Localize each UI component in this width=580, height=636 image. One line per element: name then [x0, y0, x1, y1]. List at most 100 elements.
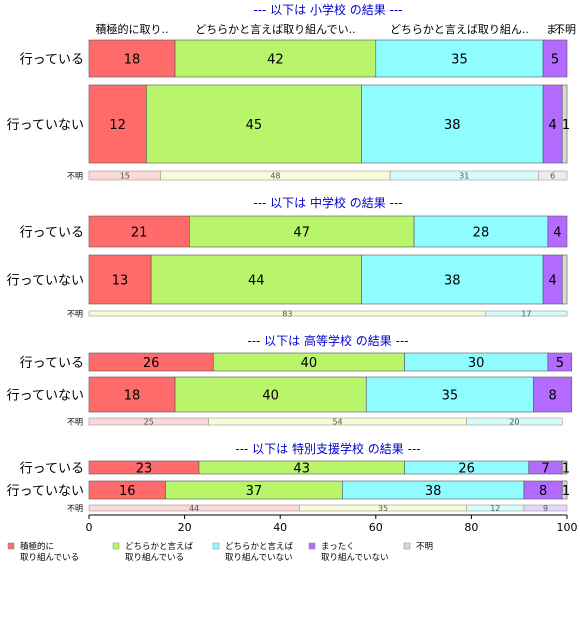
data-label: 1	[562, 462, 570, 477]
data-label: 44	[189, 504, 199, 513]
data-label: 5	[551, 53, 559, 68]
data-label: 20	[509, 418, 519, 427]
data-label: 26	[458, 462, 475, 477]
row-label: 行っていない	[7, 389, 84, 404]
data-label: 38	[425, 484, 442, 499]
data-label: 12	[490, 504, 500, 513]
bar-segment	[533, 376, 573, 413]
data-label: 26	[143, 356, 160, 371]
data-label: 18	[124, 389, 141, 404]
data-label: 12	[109, 118, 126, 133]
unknown-bar-segment	[538, 170, 568, 181]
data-label: 16	[119, 484, 136, 499]
bar-segment	[174, 376, 367, 413]
x-tick-label: 20	[178, 521, 192, 534]
group-title: --- 以下は 中学校 の結果 ---	[253, 195, 402, 210]
group-title: --- 以下は 特別支援学校 の結果 ---	[235, 441, 420, 456]
category-header: 積極的に取り..	[96, 22, 169, 36]
data-label: 17	[521, 310, 531, 319]
bar-segment	[88, 215, 190, 248]
data-label: 7	[541, 462, 549, 477]
legend-label: まったく	[321, 542, 355, 552]
bar-segment	[547, 215, 568, 248]
legend-swatch	[212, 542, 220, 550]
bar-segment	[413, 215, 549, 248]
legend-label: どちらかと言えば	[225, 541, 294, 552]
data-label: 13	[112, 274, 129, 289]
bar-segment	[88, 254, 152, 305]
row-label: 行っていない	[7, 484, 84, 499]
unknown-bar-segment	[466, 417, 563, 426]
x-tick-label: 40	[273, 521, 287, 534]
legend-label: どちらかと言えば	[125, 541, 194, 552]
legend-swatch	[112, 542, 120, 550]
data-label: 37	[246, 484, 263, 499]
data-label: 21	[131, 226, 148, 241]
data-label: 9	[543, 504, 548, 513]
data-label: 8	[549, 389, 557, 404]
category-header: どちらかと言えば取り組ん..	[390, 23, 529, 36]
data-label: 6	[550, 172, 555, 181]
bar-segment	[547, 352, 573, 372]
row-label: 行っていない	[7, 118, 84, 133]
data-label: 30	[468, 356, 485, 371]
row-label: 行っている	[20, 462, 84, 477]
data-label: 35	[442, 389, 459, 404]
data-label: 1	[562, 118, 570, 133]
bar-segment	[561, 254, 568, 305]
x-tick-label: 60	[369, 521, 383, 534]
legend-swatch	[403, 542, 411, 550]
data-label: 4	[553, 226, 561, 241]
bar-segment	[561, 84, 568, 164]
group-title: --- 以下は 小学校 の結果 ---	[253, 2, 402, 17]
unknown-row-label: 不明	[67, 310, 83, 319]
data-label: 31	[459, 172, 469, 181]
data-label: 18	[124, 53, 141, 68]
unknown-row-label: 不明	[67, 418, 83, 427]
data-label: 48	[270, 172, 280, 181]
unknown-bar-segment	[485, 310, 568, 317]
category-header: どちらかと言えば取り組んでい..	[195, 23, 355, 36]
bar-segment	[150, 254, 362, 305]
data-label: 38	[444, 274, 461, 289]
legend-label: 取り組んでいる	[125, 552, 184, 563]
data-label: 42	[267, 53, 284, 68]
legend-label: 取り組んでいない	[225, 552, 293, 563]
data-label: 35	[378, 504, 388, 513]
data-label: 35	[451, 53, 468, 68]
bar-segment	[189, 215, 415, 248]
data-label: 4	[549, 274, 557, 289]
data-label: 47	[293, 226, 310, 241]
bar-segment	[361, 84, 544, 164]
group-title: --- 以下は 高等学校 の結果 ---	[247, 333, 408, 348]
data-label: 83	[282, 310, 292, 319]
category-header: ま..	[546, 23, 564, 36]
bar-segment	[542, 39, 568, 78]
legend-label: 取り組んでいる	[20, 552, 79, 563]
row-label: 行っている	[20, 53, 84, 68]
data-label: 40	[301, 356, 318, 371]
category-header: 不明	[554, 23, 576, 36]
unknown-row-label: 不明	[67, 504, 83, 513]
x-tick-label: 80	[464, 521, 478, 534]
bar-segment	[88, 84, 147, 164]
bar-segment	[88, 376, 176, 413]
data-label: 1	[562, 484, 570, 499]
bar-segment	[561, 480, 568, 500]
data-label: 44	[248, 274, 265, 289]
legend-label: 積極的に	[20, 541, 54, 552]
row-label: 行っている	[20, 356, 84, 371]
data-label: 54	[332, 418, 342, 427]
x-tick-label: 0	[86, 521, 93, 534]
legend-label: 不明	[416, 542, 433, 552]
data-label: 8	[539, 484, 547, 499]
data-label: 28	[473, 226, 490, 241]
bar-segment	[365, 376, 534, 413]
data-label: 40	[262, 389, 279, 404]
unknown-bar-segment	[523, 504, 568, 512]
bar-segment	[561, 460, 568, 475]
data-label: 45	[246, 118, 263, 133]
row-label: 行っていない	[7, 274, 84, 289]
data-label: 23	[136, 462, 153, 477]
